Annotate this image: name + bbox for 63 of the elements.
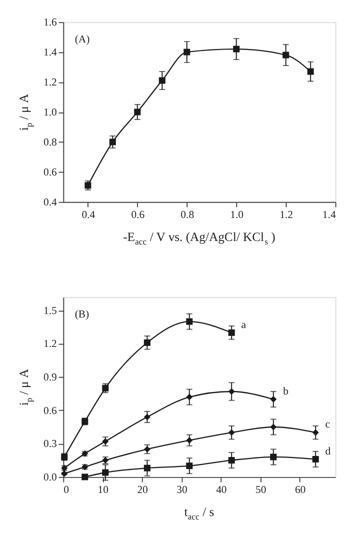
y-tick-label: 1.0 — [43, 106, 57, 118]
x-tick-label: 0 — [64, 484, 70, 496]
annotation: (A) — [74, 34, 90, 46]
x-tick-label: 1.0 — [230, 208, 244, 221]
point — [144, 464, 150, 472]
point — [109, 138, 116, 146]
point — [102, 384, 109, 392]
x-tick-label: 10 — [98, 484, 108, 496]
y-axis-title: ip / μ A — [17, 93, 34, 131]
point — [282, 52, 290, 58]
point — [184, 48, 190, 56]
point — [158, 77, 166, 84]
x-tick-label: 0.4 — [82, 208, 96, 221]
point — [228, 388, 235, 395]
x-tick-label: 30 — [176, 484, 188, 496]
point — [84, 182, 92, 189]
annotation: (B) — [74, 308, 90, 321]
y-tick-label: 0.6 — [43, 404, 58, 417]
x-tick-label: 1.4 — [322, 208, 336, 221]
point — [270, 454, 277, 460]
point — [228, 457, 235, 464]
y-tick-label: 0.6 — [43, 166, 58, 178]
point — [270, 424, 277, 430]
x-tick-label: 60 — [294, 484, 306, 496]
point — [144, 339, 150, 346]
point — [186, 462, 193, 470]
series-label: b — [283, 385, 288, 398]
y-tick-label: 1.6 — [43, 16, 58, 28]
point — [270, 396, 277, 403]
point — [312, 429, 319, 436]
point — [102, 469, 109, 476]
y-tick-label: 1.4 — [43, 46, 58, 58]
series-label: a — [241, 318, 246, 331]
point — [186, 437, 193, 444]
y-tick-label: 0.0 — [43, 471, 57, 484]
y-tick-label: 0.9 — [43, 371, 57, 384]
x-tick-label: 1.2 — [280, 208, 293, 221]
point — [307, 68, 314, 75]
series-label: d — [325, 445, 332, 458]
point — [144, 414, 150, 420]
y-tick-label: 1.2 — [43, 76, 57, 88]
y-tick-label: 1.2 — [43, 338, 57, 350]
point — [144, 446, 150, 452]
x-tick-label: 0.6 — [131, 208, 146, 221]
y-tick-label: 0.4 — [43, 196, 58, 208]
point — [82, 474, 88, 480]
point — [312, 456, 319, 462]
y-axis-title: ip / μ A — [17, 368, 34, 406]
y-tick-label: 0.3 — [43, 438, 57, 450]
x-tick-label: 50 — [256, 484, 266, 496]
point — [228, 329, 235, 336]
x-tick-label: 40 — [216, 484, 227, 496]
point — [228, 429, 235, 436]
y-tick-label: 1.5 — [43, 304, 57, 317]
point — [186, 318, 193, 325]
point — [233, 46, 240, 52]
x-tick-label: 0.8 — [180, 208, 194, 221]
point — [134, 108, 141, 116]
point — [186, 394, 193, 400]
series-label: c — [325, 418, 330, 431]
point — [61, 470, 68, 477]
y-tick-label: 0.8 — [43, 136, 57, 148]
x-tick-label: 20 — [137, 484, 148, 496]
